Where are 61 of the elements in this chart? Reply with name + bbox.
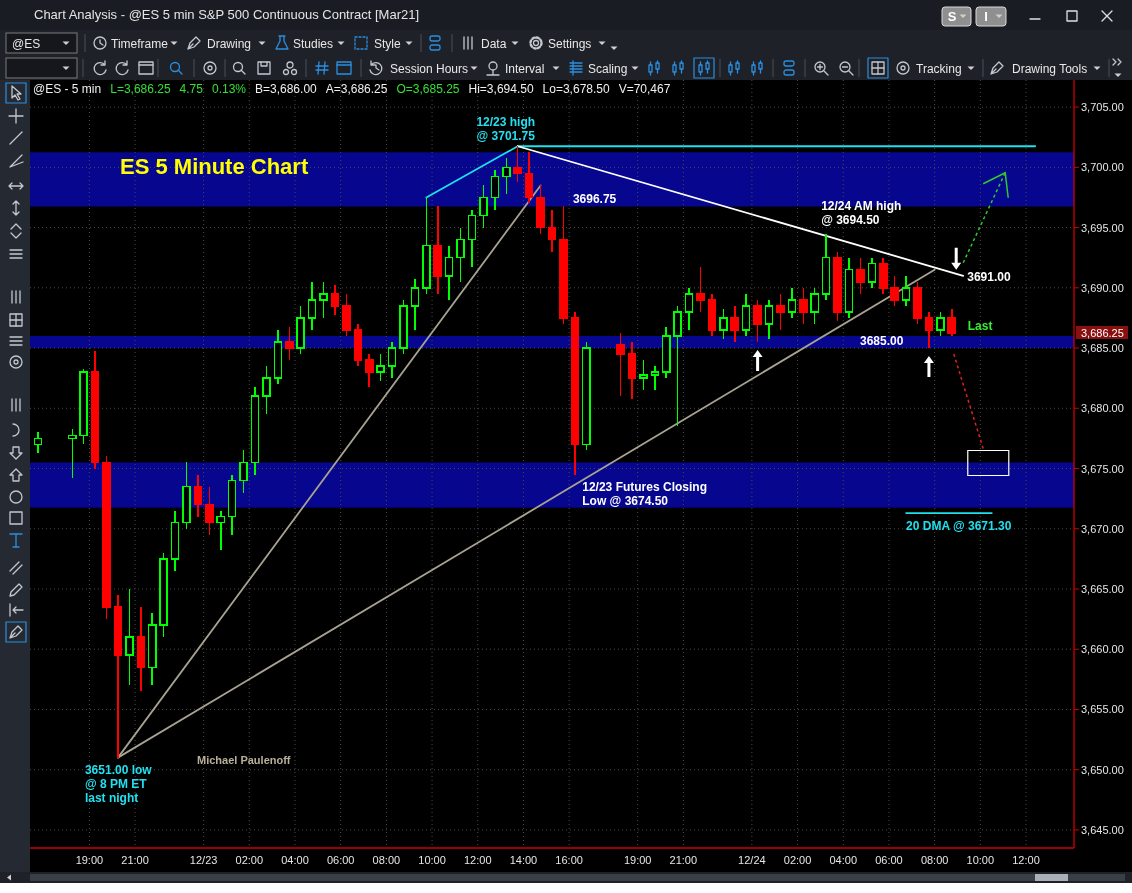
text: @ES (12, 37, 41, 51)
x-tick-label: 12/24 (738, 854, 766, 866)
x-tick-label: 21:00 (121, 854, 149, 866)
annotation: 3651.00 low @ 8 PM ET last night (84, 762, 153, 805)
y-tick-label: 3,675.00 (1081, 462, 1124, 475)
x-tick-label: 08:00 (372, 854, 401, 866)
text: 3,686.25 (1081, 326, 1124, 339)
annotation: Michael Paulenoff (197, 754, 291, 766)
text: Tracking (916, 62, 962, 76)
y-tick-label: 3,655.00 (1081, 703, 1124, 716)
y-tick-label: 3,690.00 (1081, 281, 1124, 294)
text: Studies (293, 37, 334, 51)
y-tick-label: 3,660.00 (1081, 643, 1124, 656)
x-tick-label: 19:00 (623, 854, 652, 866)
x-tick-label: 21:00 (669, 854, 698, 866)
text: ES 5 Minute Chart (120, 154, 309, 179)
y-tick-label: 3,665.00 (1081, 582, 1124, 595)
x-tick-label: 12/23 (189, 854, 218, 866)
text: Drawing (207, 37, 252, 51)
series-label: 20 DMA @ 3671.30 (906, 519, 1012, 534)
text: Chart Analysis - @ES 5 min S&P 500 Continuous Contract [Mar21] (34, 7, 420, 22)
band-label: 3696.75 (572, 192, 617, 207)
annotation: 12/23 high @ 3701.75 (476, 115, 536, 144)
x-tick-label: 02:00 (235, 854, 264, 866)
x-tick-label: 19:00 (75, 854, 104, 866)
annotation: 3691.00 (967, 269, 1011, 284)
x-tick-label: 12:00 (1012, 854, 1040, 866)
y-tick-label: 3,700.00 (1081, 161, 1124, 174)
text: Timeframe (111, 37, 169, 51)
annotation: Last (967, 318, 993, 333)
text: Settings (548, 37, 592, 51)
y-tick-label: 3,695.00 (1081, 221, 1124, 234)
x-tick-label: 16:00 (555, 854, 583, 866)
text: Interval (505, 62, 545, 76)
text: I (984, 9, 988, 24)
band-label: 3685.00 (859, 334, 904, 349)
text: Style (374, 37, 401, 51)
x-tick-label: 08:00 (920, 854, 949, 866)
x-tick-label: 14:00 (509, 854, 538, 866)
x-tick-label: 10:00 (418, 854, 446, 866)
x-tick-label: 02:00 (783, 854, 812, 866)
y-tick-label: 3,680.00 (1081, 402, 1124, 415)
y-tick-label: 3,645.00 (1081, 823, 1124, 836)
text: Data (481, 37, 507, 51)
text: Scaling (588, 62, 628, 76)
x-tick-label: 06:00 (326, 854, 355, 866)
y-tick-label: 3,650.00 (1081, 763, 1124, 776)
x-tick-label: 06:00 (875, 854, 903, 866)
text: Session Hours (390, 62, 469, 76)
y-tick-label: 3,685.00 (1081, 342, 1124, 355)
y-tick-label: 3,705.00 (1081, 101, 1124, 114)
y-tick-label: 3,670.00 (1081, 522, 1124, 535)
x-tick-label: 04:00 (281, 854, 309, 866)
band-label: 12/23 Futures Closing Low @ 3674.50 (582, 479, 707, 508)
x-tick-label: 04:00 (829, 854, 858, 866)
text: Drawing Tools (1012, 62, 1088, 76)
annotation: 12/24 AM high @ 3694.50 (821, 198, 902, 227)
x-tick-label: 12:00 (463, 854, 492, 866)
text: @ES - 5 min L=3,686.25 4.75 0.13% B=3,686.00 A=3,686.25 O=3,685.25 Hi=3,694.50 Lo=3,678.50 V=70,467 (33, 82, 671, 96)
text: S (947, 9, 957, 24)
x-tick-label: 10:00 (966, 854, 995, 866)
